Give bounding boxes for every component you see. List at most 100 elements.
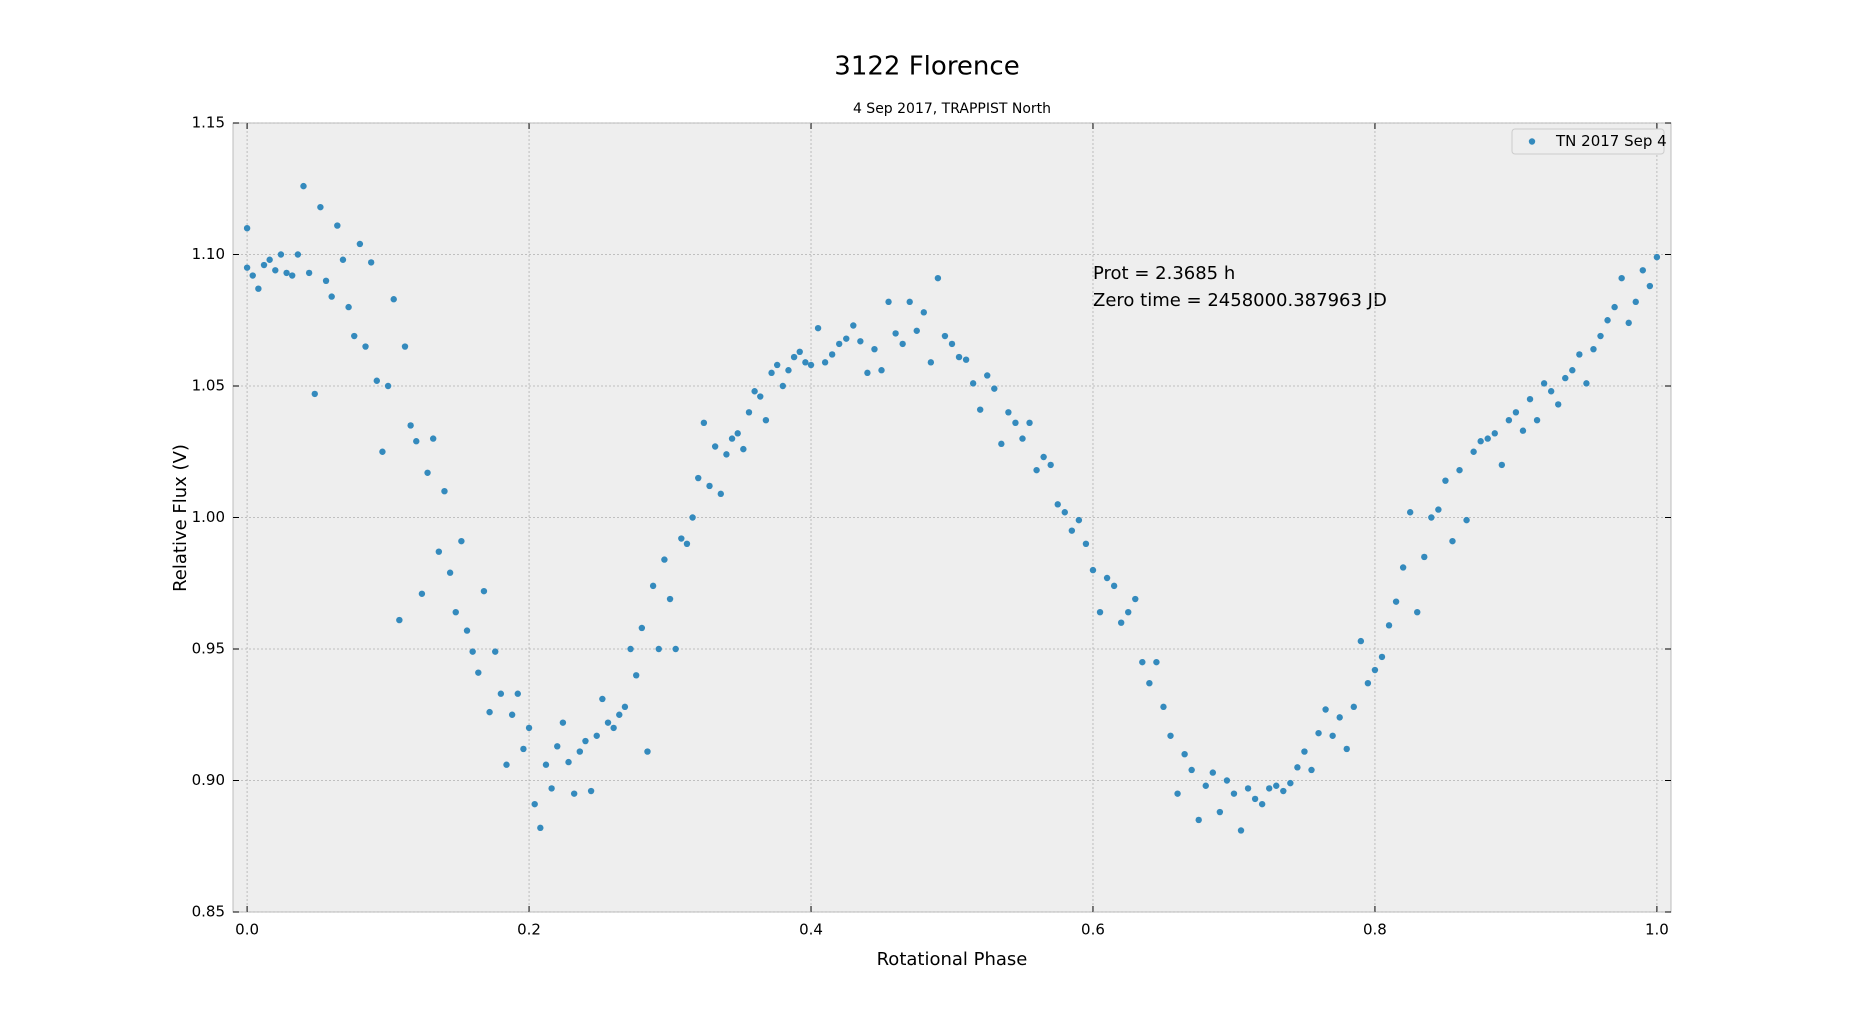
- point: [548, 785, 555, 792]
- point: [401, 343, 409, 350]
- point: [367, 259, 375, 266]
- point: [435, 548, 443, 555]
- point: [1075, 516, 1083, 524]
- point: [429, 435, 437, 442]
- point: [1216, 808, 1224, 816]
- point: [339, 256, 347, 263]
- point: [441, 488, 448, 495]
- point: [885, 298, 892, 306]
- point: [998, 440, 1005, 448]
- point: [850, 322, 857, 329]
- point: [1209, 769, 1217, 776]
- point: [955, 353, 963, 361]
- point: [1244, 785, 1252, 792]
- point: [906, 298, 913, 306]
- point: [407, 422, 414, 429]
- point: [1611, 303, 1618, 311]
- point: [751, 388, 758, 395]
- point: [520, 745, 527, 753]
- point: [1350, 703, 1357, 711]
- point: [1618, 274, 1625, 282]
- point: [587, 787, 595, 795]
- point: [542, 761, 550, 768]
- point: [745, 409, 753, 416]
- point: [255, 285, 262, 292]
- point: [514, 690, 521, 697]
- point: [1343, 745, 1350, 753]
- point: [243, 225, 251, 232]
- point: [1160, 703, 1167, 711]
- point: [1414, 608, 1421, 616]
- point: [991, 385, 998, 392]
- annotation: Zero time = 2458000.387963 JD: [1093, 290, 1387, 311]
- point: [1597, 332, 1604, 340]
- point: [1562, 374, 1569, 382]
- point: [1540, 380, 1548, 387]
- point: [1139, 658, 1146, 666]
- point: [289, 272, 296, 279]
- point: [627, 645, 634, 653]
- point: [458, 537, 465, 545]
- chart-title: 3122 Florence: [834, 52, 1019, 82]
- point: [537, 824, 544, 832]
- point: [1266, 785, 1273, 792]
- point: [1322, 706, 1329, 713]
- point: [814, 324, 822, 332]
- point: [260, 261, 268, 269]
- point: [962, 356, 970, 363]
- point: [1315, 729, 1322, 737]
- point: [396, 616, 403, 624]
- point: [1195, 816, 1202, 824]
- x-tick-label: 0.6: [1081, 921, 1105, 939]
- point: [413, 438, 420, 445]
- point: [1005, 409, 1012, 416]
- point: [807, 361, 815, 369]
- point: [1498, 461, 1506, 469]
- legend-marker: [1528, 138, 1536, 145]
- point: [1237, 827, 1245, 834]
- point: [1463, 516, 1470, 524]
- y-tick-label: 1.15: [192, 114, 225, 132]
- x-tick-label: 1.0: [1645, 921, 1669, 939]
- x-tick-label: 0.8: [1363, 921, 1387, 939]
- point: [661, 556, 668, 563]
- point: [1251, 795, 1259, 803]
- point: [1533, 416, 1541, 424]
- point: [689, 514, 696, 521]
- point: [610, 724, 617, 732]
- point: [1590, 345, 1597, 353]
- point: [1089, 566, 1097, 574]
- point: [1273, 782, 1280, 789]
- point: [1110, 582, 1118, 590]
- point: [463, 627, 471, 634]
- point: [311, 390, 318, 398]
- x-tick-label: 0.0: [235, 921, 259, 939]
- point: [334, 222, 341, 229]
- point: [672, 645, 679, 653]
- point: [1146, 679, 1153, 687]
- point: [480, 587, 488, 595]
- point: [1188, 766, 1195, 774]
- y-tick-label: 0.90: [192, 771, 225, 789]
- point: [503, 761, 510, 768]
- point: [1484, 435, 1491, 442]
- point: [317, 203, 324, 211]
- point: [1625, 319, 1632, 327]
- point: [941, 332, 949, 340]
- point: [272, 267, 279, 274]
- point: [1258, 800, 1266, 808]
- point: [1547, 388, 1555, 395]
- point: [1167, 732, 1174, 739]
- point: [1576, 351, 1583, 358]
- point: [683, 540, 691, 547]
- point: [1378, 653, 1386, 661]
- point: [492, 648, 499, 655]
- point: [1519, 427, 1527, 434]
- point: [469, 648, 476, 655]
- point: [706, 482, 713, 490]
- point: [531, 800, 538, 808]
- point: [723, 451, 730, 458]
- point: [390, 296, 397, 303]
- point: [864, 369, 871, 377]
